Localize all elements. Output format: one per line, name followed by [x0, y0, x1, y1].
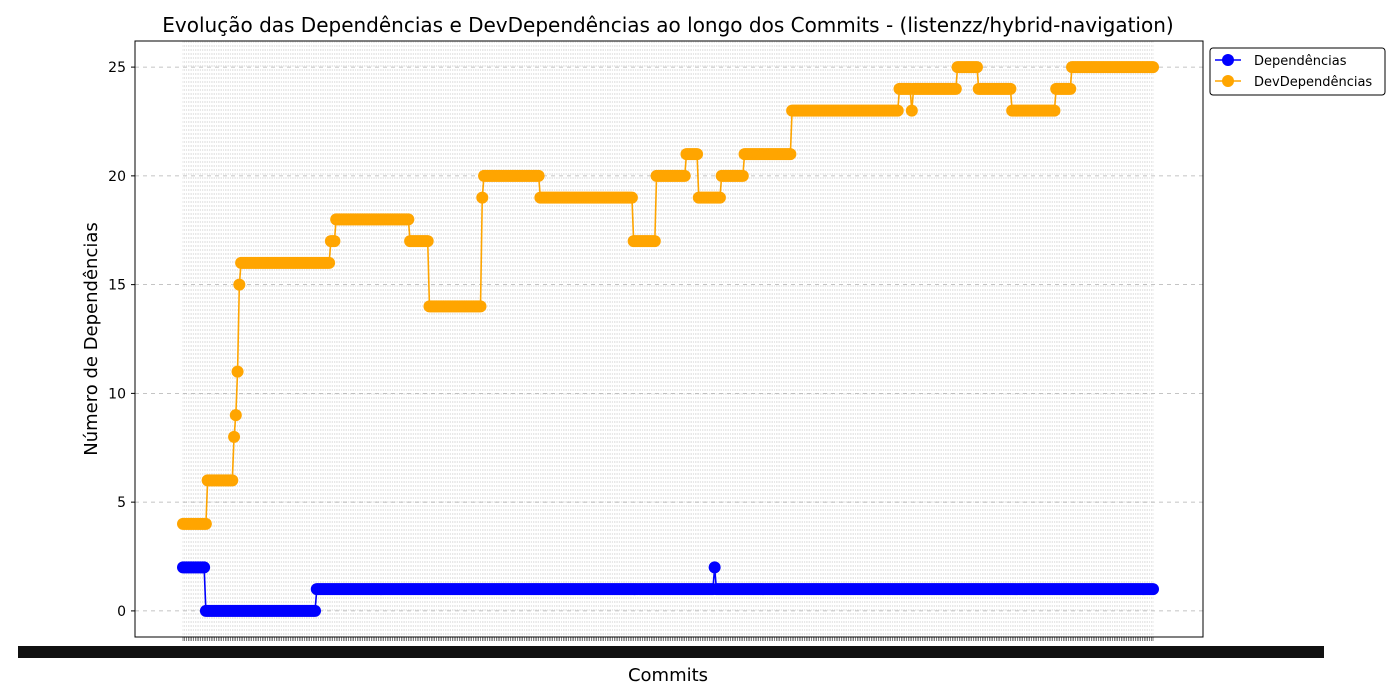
data-point: [648, 235, 661, 248]
data-point: [229, 409, 242, 422]
gridlines: [135, 41, 1203, 637]
data-point: [713, 191, 726, 204]
legend-box: [1209, 47, 1386, 96]
legend-label-devdependencias: DevDependências: [1254, 75, 1372, 90]
legend-marker-dependencias: [1222, 54, 1234, 66]
data-point: [678, 169, 691, 182]
data-point: [198, 561, 211, 574]
y-tick-label: 0: [117, 604, 126, 620]
data-point: [532, 169, 545, 182]
x-axis-label: Commits: [628, 665, 708, 686]
y-tick-label: 15: [108, 278, 126, 294]
data-point: [949, 82, 962, 95]
data-point: [691, 148, 704, 161]
data-point: [228, 430, 241, 443]
y-axis-ticks: 0 5 10 15 20 25: [108, 60, 135, 620]
data-point: [1048, 104, 1061, 117]
data-point: [625, 191, 638, 204]
data-point: [476, 191, 489, 204]
data-point: [1147, 583, 1159, 596]
data-point: [226, 474, 239, 487]
data-point: [233, 278, 246, 291]
x-tick-labels-overlap: [18, 646, 1324, 658]
series-layer: [177, 61, 1159, 617]
data-point: [1004, 82, 1017, 95]
data-point: [970, 61, 983, 74]
data-point: [328, 235, 341, 248]
data-point: [1147, 61, 1159, 74]
y-axis-label: Número de Dependências: [81, 222, 102, 456]
data-point: [736, 169, 749, 182]
data-point: [231, 365, 244, 378]
legend-marker-devdependencias: [1222, 75, 1234, 87]
data-point: [708, 561, 721, 574]
y-tick-label: 25: [108, 60, 126, 76]
series-0: [177, 561, 1159, 617]
x-gridlines: [182, 41, 1154, 637]
data-point: [891, 104, 904, 117]
x-axis-ticks: [18, 637, 1324, 658]
data-point: [421, 235, 434, 248]
y-tick-label: 5: [117, 495, 126, 511]
data-point: [905, 104, 918, 117]
legend-label-dependencias: Dependências: [1254, 54, 1347, 69]
data-point: [309, 604, 322, 617]
data-point: [402, 213, 415, 226]
data-point: [1064, 82, 1077, 95]
y-tick-label: 10: [108, 386, 126, 402]
data-point: [323, 256, 336, 269]
x-ticks: [182, 637, 1154, 641]
chart-title: Evolução das Dependências e DevDependênc…: [162, 13, 1173, 37]
legend: Dependências DevDependências: [1209, 47, 1386, 96]
data-point: [784, 148, 797, 161]
y-tick-label: 20: [108, 169, 126, 185]
series-1: [177, 61, 1159, 530]
data-point: [474, 300, 487, 313]
data-point: [199, 517, 212, 530]
series-line: [183, 66, 1153, 525]
